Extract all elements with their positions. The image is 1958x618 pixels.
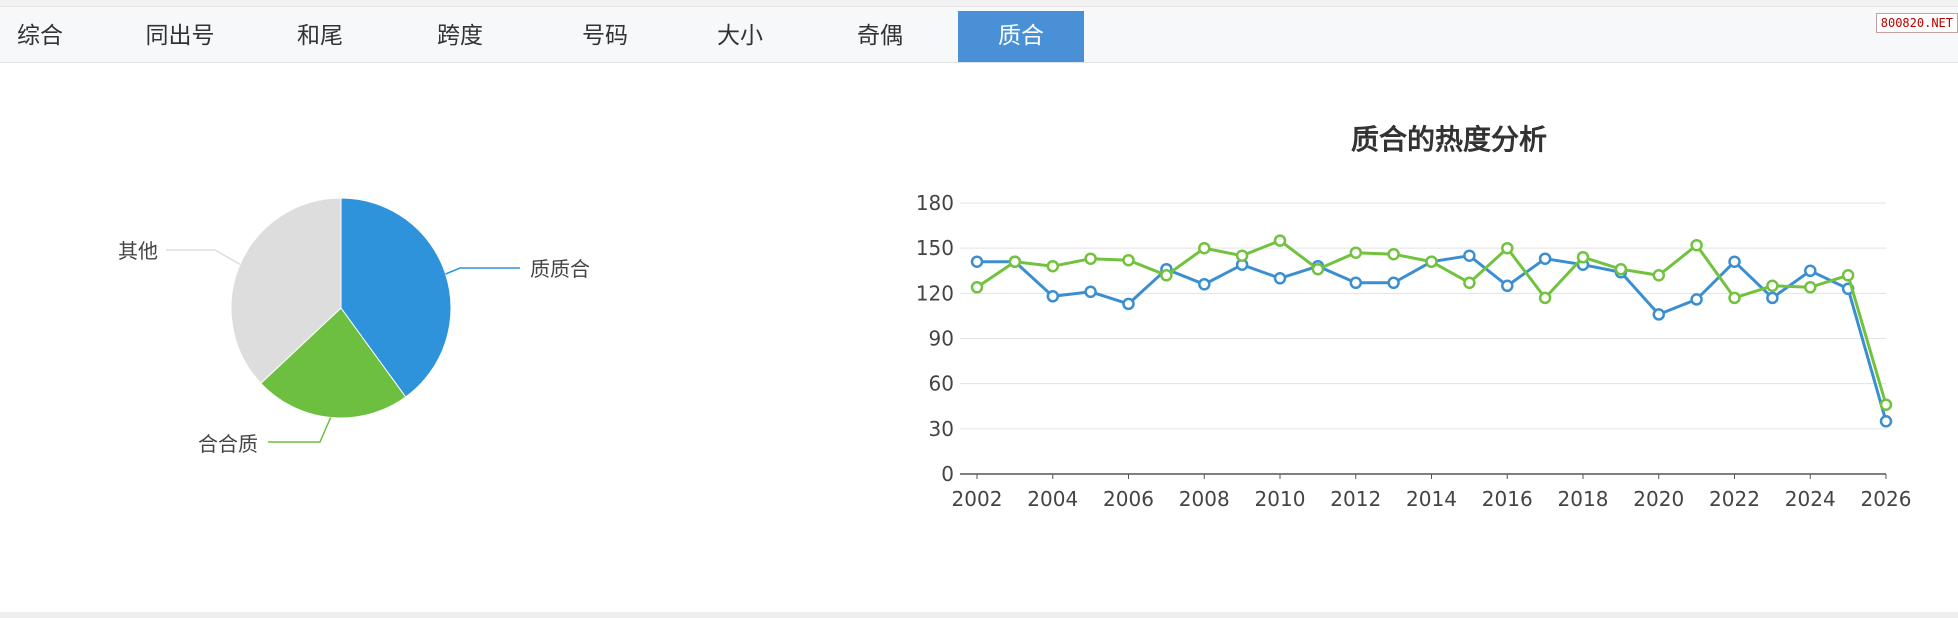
data-point (1501, 279, 1514, 293)
y-tick-label: 0 (941, 462, 954, 486)
x-tick-label: 2018 (1558, 487, 1609, 511)
x-tick-label: 2020 (1633, 487, 1684, 511)
x-tick-label: 2008 (1179, 487, 1230, 511)
x-tick-label: 2002 (952, 487, 1003, 511)
y-tick-label: 60 (929, 372, 954, 396)
data-point (1084, 252, 1097, 265)
data-point (1008, 255, 1022, 268)
data-point (970, 281, 984, 294)
data-point (1349, 246, 1363, 259)
data-point (1311, 262, 1325, 276)
data-point (1273, 272, 1287, 285)
data-point (1652, 269, 1666, 282)
data-point (1387, 276, 1400, 290)
line-chart-title: 质合的热度分析 (1351, 123, 1547, 156)
line-chart: 质合的热度分析 0 30 60 90 120 150 180 2002 2004 2006 2008… (916, 123, 1912, 511)
data-point (1198, 241, 1211, 255)
data-point (1728, 291, 1741, 305)
y-tick-label: 180 (916, 191, 954, 215)
x-tick-label: 2006 (1103, 487, 1154, 511)
data-point (1879, 415, 1893, 428)
data-point (1501, 241, 1514, 255)
top-border (0, 0, 1958, 7)
pie-label: 合合质 (198, 432, 258, 456)
data-point (1804, 264, 1817, 278)
data-point (1160, 269, 1173, 282)
pie-leader-line (166, 249, 241, 265)
pie-label: 其他 (118, 239, 158, 263)
data-point (1690, 238, 1703, 252)
data-point (1046, 290, 1060, 303)
x-tick-label: 2010 (1255, 487, 1306, 511)
data-point (1084, 285, 1097, 299)
x-tick-label: 2012 (1330, 487, 1381, 511)
data-point (1273, 234, 1287, 247)
data-point (970, 255, 984, 268)
bottom-border (0, 612, 1958, 618)
data-point (1652, 308, 1666, 321)
data-point (1387, 247, 1400, 261)
x-tick-label: 2004 (1027, 487, 1078, 511)
pie-slice (260, 307, 407, 419)
y-tick-label: 150 (916, 236, 954, 260)
data-point (1841, 269, 1855, 282)
data-point (1463, 276, 1476, 290)
data-point (1538, 291, 1552, 305)
pie-slice (230, 197, 342, 385)
site-watermark: 800820.NET (1875, 13, 1958, 33)
data-point (1576, 250, 1590, 264)
tab-zonghe[interactable]: 综合 (17, 23, 63, 49)
tab-hewei[interactable]: 和尾 (297, 23, 343, 49)
data-point (1690, 293, 1703, 306)
y-tick-label: 30 (929, 417, 954, 441)
tab-bar: 综合 同出号 和尾 跨度 号码 大小 奇偶 质合 (0, 7, 1958, 63)
data-point (1122, 253, 1135, 267)
data-point (1046, 259, 1060, 273)
pie-label: 质质合 (530, 257, 590, 281)
x-tick-label: 2026 (1861, 487, 1912, 511)
tab-zhihe[interactable]: 质合 (958, 11, 1084, 62)
y-tick-label: 90 (929, 327, 954, 351)
data-point (1425, 255, 1438, 268)
tab-tongchuhao[interactable]: 同出号 (145, 23, 215, 49)
tab-daxiao[interactable]: 大小 (717, 23, 763, 49)
data-point (1766, 291, 1779, 305)
data-point (1198, 278, 1211, 291)
x-tick-label: 2024 (1785, 487, 1836, 511)
data-point (1879, 398, 1893, 411)
tab-haoma[interactable]: 号码 (582, 23, 628, 49)
data-point (1614, 262, 1628, 276)
data-point (1122, 297, 1135, 311)
data-point (1349, 276, 1363, 290)
data-point (1463, 249, 1476, 262)
data-point (1804, 281, 1817, 294)
pie-leader-line (268, 417, 332, 443)
pie-leader-line (445, 267, 520, 275)
data-point (1728, 255, 1741, 268)
data-point (1235, 249, 1249, 262)
data-point (1766, 279, 1779, 293)
x-tick-label: 2016 (1482, 487, 1533, 511)
data-point (1538, 252, 1552, 265)
x-tick-label: 2014 (1406, 487, 1457, 511)
tab-kuadu[interactable]: 跨度 (437, 23, 483, 49)
y-tick-label: 120 (916, 281, 954, 305)
x-tick-label: 2022 (1709, 487, 1760, 511)
tab-jiou[interactable]: 奇偶 (857, 23, 903, 49)
